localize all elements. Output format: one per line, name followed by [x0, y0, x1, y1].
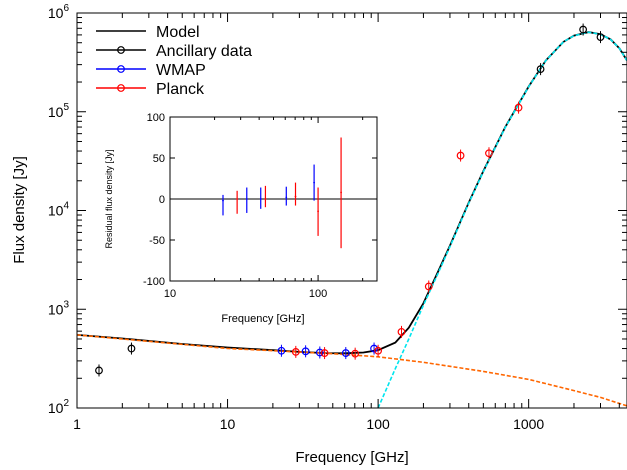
inset-planck-point: [236, 198, 239, 200]
planck-point: [320, 349, 329, 357]
inset-wmap-point: [245, 198, 248, 200]
inset-errorbars: [222, 137, 342, 249]
main-y-axis-label: Flux density [Jy]: [11, 156, 28, 264]
inset-y-tick-label: -100: [143, 276, 165, 288]
y-tick-exponent: 3: [63, 299, 69, 310]
y-tick-exponent: 6: [63, 3, 69, 14]
y-tick-base: 10: [48, 301, 64, 317]
y-tick-base: 10: [48, 400, 64, 416]
y-tick-label: 102: [48, 398, 70, 416]
legend: Model Ancillary data WMAP Planck: [96, 24, 252, 98]
ancillary-data-point: [127, 344, 136, 353]
inset-wmap-point: [259, 198, 262, 200]
legend-label-ancillary-data: Ancillary data: [156, 43, 252, 60]
planck-point: [351, 349, 360, 358]
inset-y-tick-label: 0: [159, 194, 165, 206]
inset-planck-point: [294, 195, 297, 198]
planck-point: [424, 282, 433, 291]
inset-planck-point: [264, 198, 267, 200]
wmap-point: [315, 348, 324, 357]
y-tick-base: 10: [48, 203, 64, 219]
y-tick-exponent: 5: [63, 102, 69, 113]
wmap-point: [277, 346, 286, 355]
ancillary-data-point: [536, 65, 545, 74]
wmap-point: [341, 349, 350, 357]
inset-planck-point: [340, 191, 342, 194]
main-x-axis-label: Frequency [GHz]: [295, 449, 408, 466]
inset-y-tick-label: 50: [153, 153, 165, 165]
inset-y-axis-label: Residual flux density [Jy]: [104, 149, 114, 248]
planck-point: [291, 347, 300, 356]
wmap-point: [370, 344, 378, 353]
y-tick-base: 10: [48, 104, 64, 120]
legend-label-model: Model: [156, 24, 200, 41]
inset-x-axis-label: Frequency [GHz]: [221, 313, 304, 325]
inset-wmap-point: [313, 181, 315, 184]
y-tick-exponent: 4: [63, 201, 69, 212]
legend-marker-ancillary-data: [117, 46, 125, 54]
inset-axes: 10 100 100 50 0 -50 -100: [143, 112, 377, 300]
y-tick-exponent: 2: [63, 398, 69, 409]
y-tick-label: 105: [48, 102, 70, 120]
planck-point: [514, 103, 523, 112]
x-tick-label: 100: [366, 416, 390, 432]
inset-wmap-point: [222, 199, 224, 202]
y-tick-label: 106: [48, 3, 70, 21]
wmap-point: [301, 347, 310, 356]
legend-label-wmap: WMAP: [156, 62, 206, 79]
x-tick-label: 1: [73, 416, 81, 432]
y-tick-label: 103: [48, 299, 70, 317]
ancillary-data-point: [596, 33, 605, 42]
y-tick-label: 104: [48, 201, 70, 219]
inset-y-tick-label: 100: [147, 112, 165, 124]
ancillary-data-point: [95, 366, 103, 375]
x-tick-label: 10: [220, 416, 236, 432]
y-tick-base: 10: [48, 5, 64, 21]
planck-point: [485, 149, 493, 158]
inset-y-tick-label: -50: [149, 235, 165, 247]
planck-point: [374, 346, 383, 355]
inset-x-tick-label: 100: [309, 288, 327, 300]
inset-plot: 10 100 100 50 0 -50 -100 Frequency [GHz] Resid…: [104, 112, 378, 325]
inset-x-tick-label: 10: [164, 288, 176, 300]
planck-point: [456, 151, 465, 160]
component-curve--00e5ee: [377, 31, 627, 408]
main-points: [95, 23, 605, 377]
inset-wmap-point: [285, 196, 288, 199]
planck-point: [397, 327, 406, 336]
component-curve--ff6600: [77, 334, 627, 407]
legend-marker-planck: [117, 84, 125, 92]
x-tick-label: 1000: [513, 416, 544, 432]
legend-label-planck: Planck: [156, 81, 205, 98]
ancillary-data-point: [579, 25, 588, 34]
inset-planck-point: [317, 210, 319, 213]
legend-marker-wmap: [117, 65, 125, 73]
